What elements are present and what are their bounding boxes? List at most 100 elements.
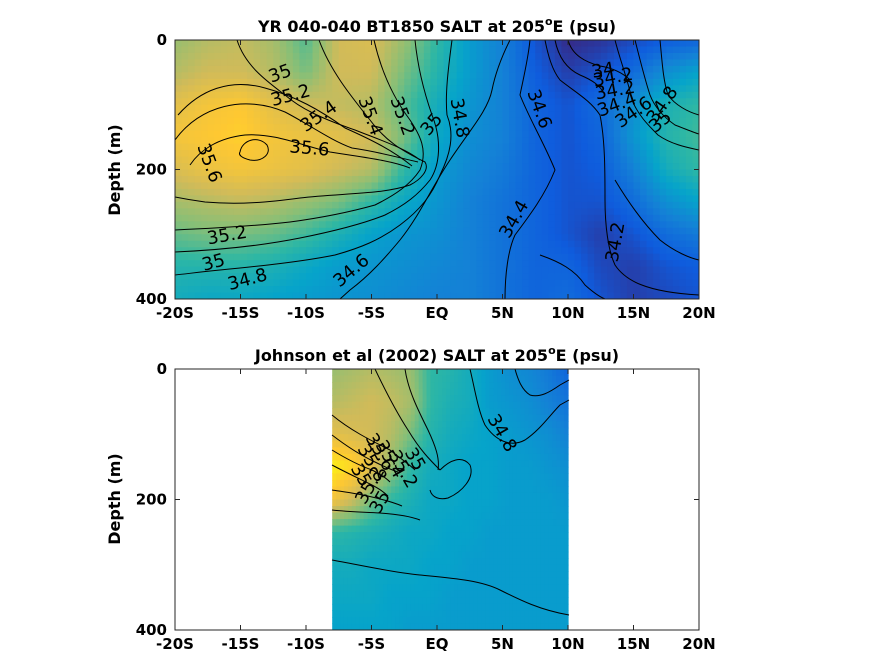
heatmap-cell	[442, 577, 447, 585]
heatmap-cell	[375, 408, 380, 416]
heatmap-cell	[489, 253, 497, 261]
heatmap-cell	[463, 214, 471, 222]
heatmap-cell	[207, 137, 215, 145]
heatmap-cell	[207, 214, 215, 222]
heatmap-cell	[620, 78, 628, 86]
heatmap-cell	[343, 571, 349, 579]
heatmap-cell	[430, 512, 435, 520]
heatmap-cell	[355, 603, 361, 612]
heatmap-cell	[363, 538, 369, 546]
heatmap-cell	[607, 52, 615, 61]
heatmap-cell	[375, 577, 380, 585]
heatmap-cell	[214, 182, 222, 190]
heatmap-cell	[587, 201, 595, 209]
heatmap-cell	[594, 182, 602, 190]
heatmap-cell	[505, 401, 510, 409]
heatmap-cell	[266, 208, 274, 216]
heatmap-cell	[378, 124, 386, 132]
heatmap-cell	[292, 52, 301, 61]
heatmap-cell	[442, 584, 447, 592]
heatmap-cell	[371, 512, 377, 520]
heatmap-cell	[457, 499, 463, 507]
heatmap-cell	[220, 52, 228, 61]
heatmap-cell	[332, 124, 340, 132]
heatmap-cell	[554, 214, 563, 222]
heatmap-cell	[465, 597, 471, 605]
heatmap-cell	[319, 169, 327, 177]
heatmap-cell	[384, 286, 392, 294]
heatmap-cell	[481, 610, 487, 618]
heatmap-cell	[426, 616, 432, 625]
heatmap-cell	[502, 214, 510, 222]
heatmap-cell	[477, 427, 483, 435]
heatmap-cell	[383, 499, 388, 507]
heatmap-cell	[340, 375, 345, 383]
heatmap-cell	[561, 260, 569, 268]
heatmap-cell	[375, 466, 380, 474]
heatmap-cell	[391, 597, 396, 605]
heatmap-cell	[402, 401, 408, 409]
heatmap-cell	[181, 65, 189, 73]
heatmap-cell	[442, 492, 447, 501]
heatmap-cell	[481, 414, 487, 422]
heatmap-cell	[292, 279, 301, 287]
heatmap-cell	[364, 234, 373, 242]
heatmap-cell	[554, 227, 563, 235]
heatmap-cell	[502, 130, 510, 138]
heatmap-cell	[594, 286, 602, 294]
heatmap-cell	[387, 414, 392, 422]
heatmap-cell	[473, 538, 479, 546]
heatmap-cell	[465, 610, 471, 618]
heatmap-cell	[378, 143, 386, 151]
heatmap-cell	[375, 545, 380, 553]
heatmap-cell	[497, 427, 502, 435]
heatmap-cell	[493, 479, 498, 488]
heatmap-cell	[679, 279, 687, 287]
heatmap-cell	[306, 175, 314, 184]
heatmap-cell	[438, 434, 443, 442]
heatmap-cell	[391, 492, 396, 501]
heatmap-cell	[417, 104, 425, 112]
heatmap-cell	[574, 91, 582, 99]
heatmap-cell	[406, 440, 412, 448]
heatmap-cell	[692, 59, 699, 67]
heatmap-cell	[387, 369, 392, 377]
heatmap-cell	[477, 453, 483, 461]
heatmap-cell	[340, 610, 345, 618]
heatmap-cell	[359, 486, 365, 494]
heatmap-cell	[446, 473, 451, 481]
heatmap-cell	[659, 188, 667, 196]
heatmap-cell	[347, 519, 353, 527]
heatmap-cell	[247, 227, 255, 235]
heatmap-cell	[501, 427, 506, 435]
heatmap-cell	[358, 150, 366, 158]
heatmap-cell	[306, 273, 314, 281]
heatmap-cell	[418, 532, 424, 540]
heatmap-cell	[437, 65, 445, 73]
heatmap-cell	[561, 150, 569, 158]
heatmap-cell	[418, 584, 424, 592]
heatmap-cell	[253, 286, 261, 294]
heatmap-cell	[418, 616, 424, 625]
heatmap-cell	[626, 208, 635, 216]
heatmap-cell	[679, 40, 687, 48]
heatmap-cell	[476, 169, 484, 177]
heatmap-cell	[653, 247, 661, 255]
heatmap-cell	[620, 273, 628, 281]
heatmap-cell	[306, 227, 314, 235]
heatmap-cell	[404, 117, 412, 125]
heatmap-cell	[253, 72, 261, 80]
heatmap-cell	[620, 240, 628, 248]
heatmap-cell	[279, 78, 287, 86]
heatmap-cell	[404, 260, 412, 268]
heatmap-cell	[561, 85, 569, 93]
heatmap-cell	[273, 227, 281, 235]
heatmap-cell	[181, 46, 189, 54]
heatmap-cell	[418, 519, 424, 527]
heatmap-cell	[581, 85, 589, 93]
heatmap-cell	[659, 156, 667, 164]
heatmap-cell	[347, 545, 353, 553]
heatmap-cell	[406, 388, 412, 396]
heatmap-cell	[345, 169, 353, 177]
heatmap-cell	[247, 195, 255, 203]
